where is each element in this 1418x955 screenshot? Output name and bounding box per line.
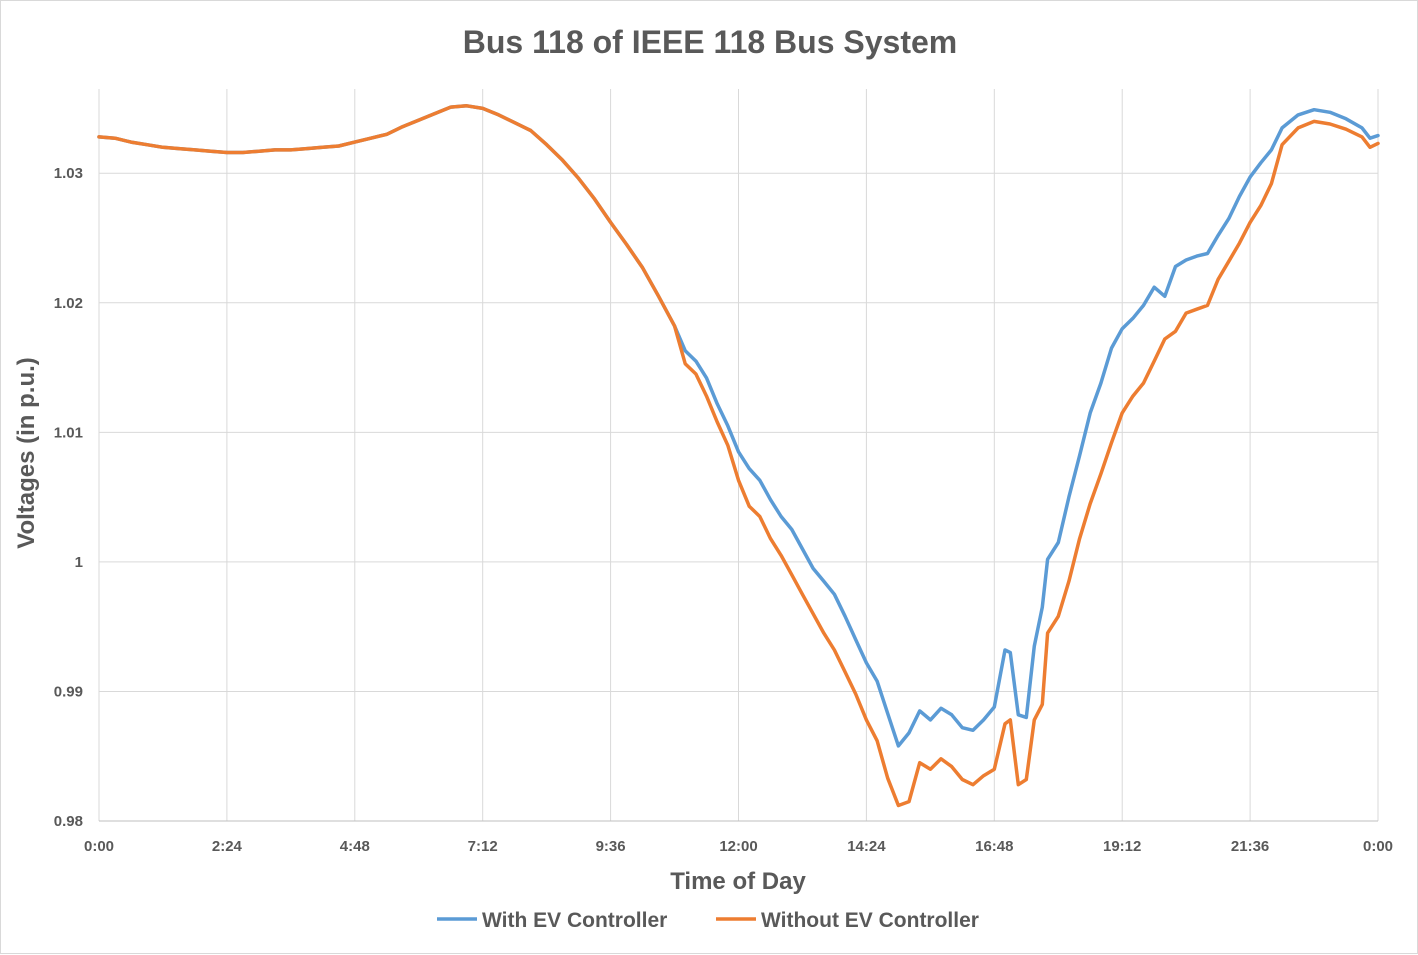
x-tick-labels: 0:00 2:24 4:48 7:12 9:36 12:00 14:24 16:48 19:12…	[84, 838, 1393, 855]
y-axis-title: Voltages (in p.u.)	[13, 357, 40, 549]
y-tick-label: 1.02	[54, 295, 83, 312]
x-tick-label: 4:48	[340, 838, 370, 855]
legend-label: With EV Controller	[482, 909, 667, 932]
y-tick-label: 0.99	[54, 683, 83, 700]
y-tick-label: 1.03	[54, 165, 83, 182]
legend: With EV Controller Without EV Controller	[437, 909, 979, 932]
y-tick-label: 1.01	[54, 424, 83, 441]
series-lines	[97, 104, 1380, 808]
y-tick-label: 0.98	[54, 813, 83, 830]
x-tick-label: 12:00	[719, 838, 757, 855]
x-tick-label: 2:24	[212, 838, 243, 855]
x-tick-label: 19:12	[1103, 838, 1141, 855]
x-tick-label: 14:24	[847, 838, 886, 855]
chart-title: Bus 118 of IEEE 118 Bus System	[463, 24, 957, 60]
x-tick-label: 9:36	[596, 838, 626, 855]
series-line-without-ev-controller	[97, 104, 1380, 808]
x-tick-label: 21:36	[1231, 838, 1269, 855]
x-tick-label: 0:00	[1363, 838, 1393, 855]
legend-label: Without EV Controller	[761, 909, 979, 932]
x-tick-label: 16:48	[975, 838, 1013, 855]
x-tick-label: 7:12	[468, 838, 498, 855]
y-tick-label: 1	[75, 554, 83, 571]
x-tick-label: 0:00	[84, 838, 114, 855]
y-tick-labels: 0.98 0.99 1 1.01 1.02 1.03	[54, 165, 83, 830]
x-axis-title: Time of Day	[670, 868, 806, 895]
